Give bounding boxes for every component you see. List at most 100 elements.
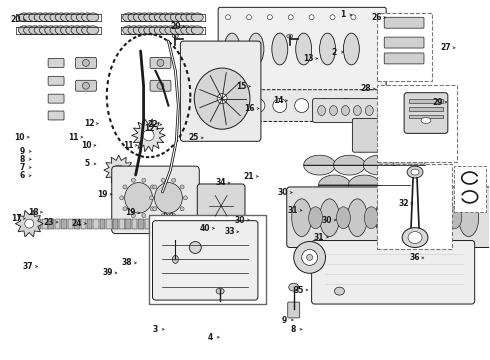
Ellipse shape [172,213,175,217]
Ellipse shape [186,13,198,22]
Text: 6: 6 [19,171,24,180]
Ellipse shape [402,228,428,247]
Ellipse shape [411,169,419,175]
Text: 2: 2 [332,48,337,57]
Ellipse shape [289,283,299,291]
Ellipse shape [154,183,182,213]
Ellipse shape [318,105,325,116]
Polygon shape [318,185,350,195]
Bar [49,219,54,229]
Ellipse shape [172,34,178,38]
Ellipse shape [154,13,166,22]
Ellipse shape [342,105,349,116]
Ellipse shape [76,26,88,35]
Ellipse shape [420,207,434,229]
Ellipse shape [377,105,385,116]
Ellipse shape [143,130,154,141]
Ellipse shape [34,26,46,35]
Ellipse shape [292,199,312,237]
Text: 30: 30 [321,216,332,225]
Ellipse shape [170,26,182,35]
Ellipse shape [330,15,335,20]
Bar [145,219,150,229]
Polygon shape [363,165,395,175]
Polygon shape [304,165,336,175]
FancyBboxPatch shape [75,58,97,68]
Ellipse shape [114,165,123,175]
FancyBboxPatch shape [352,118,391,152]
Ellipse shape [347,199,368,237]
Text: 33: 33 [224,227,235,236]
Ellipse shape [225,15,231,20]
Bar [377,85,457,162]
Ellipse shape [272,33,288,65]
Ellipse shape [309,15,314,20]
Ellipse shape [122,26,135,35]
Text: 39: 39 [102,268,113,277]
FancyBboxPatch shape [150,58,171,68]
Text: 31: 31 [288,206,298,215]
Text: 12: 12 [144,125,154,134]
Ellipse shape [268,15,272,20]
Text: 31: 31 [314,233,324,242]
Ellipse shape [216,288,224,294]
Ellipse shape [149,13,161,22]
Ellipse shape [175,26,187,35]
Bar [87,219,93,229]
Bar [80,219,86,229]
Ellipse shape [181,26,193,35]
Ellipse shape [351,15,356,20]
Text: 13: 13 [303,54,314,63]
Bar [100,219,105,229]
FancyBboxPatch shape [75,80,97,91]
Ellipse shape [24,13,35,22]
Text: 19: 19 [98,190,108,199]
Ellipse shape [153,207,157,211]
Bar [158,219,163,229]
Ellipse shape [157,82,164,89]
Text: 8: 8 [290,325,295,334]
Text: 11: 11 [123,141,133,150]
Ellipse shape [60,13,73,22]
Ellipse shape [24,26,35,35]
Ellipse shape [375,199,395,237]
Polygon shape [156,212,180,235]
Ellipse shape [302,249,318,265]
Ellipse shape [165,13,177,22]
Ellipse shape [45,13,57,22]
Text: 7: 7 [19,163,24,172]
Text: 20: 20 [11,15,21,24]
Text: 21: 21 [244,172,254,181]
Ellipse shape [459,199,479,237]
Ellipse shape [87,26,99,35]
Bar [119,219,124,229]
Ellipse shape [150,207,154,211]
Text: 18: 18 [28,208,38,217]
Ellipse shape [144,26,156,35]
Text: 25: 25 [189,133,199,142]
Ellipse shape [195,68,250,129]
Bar [377,164,452,249]
Text: 4: 4 [207,333,213,342]
Ellipse shape [123,207,127,211]
Ellipse shape [160,13,172,22]
Text: 12: 12 [84,119,95,128]
Ellipse shape [29,13,41,22]
Ellipse shape [319,33,336,65]
FancyBboxPatch shape [384,53,424,64]
Ellipse shape [175,13,187,22]
Ellipse shape [431,199,451,237]
Ellipse shape [183,196,187,200]
Ellipse shape [329,105,338,116]
Ellipse shape [71,13,83,22]
Text: 15: 15 [236,82,246,91]
Polygon shape [348,175,380,185]
Ellipse shape [248,33,264,65]
Text: 26: 26 [371,13,382,22]
FancyBboxPatch shape [384,17,424,28]
Ellipse shape [161,178,165,182]
Bar [409,99,443,103]
Ellipse shape [339,99,352,113]
Polygon shape [304,155,336,165]
Ellipse shape [366,105,373,116]
